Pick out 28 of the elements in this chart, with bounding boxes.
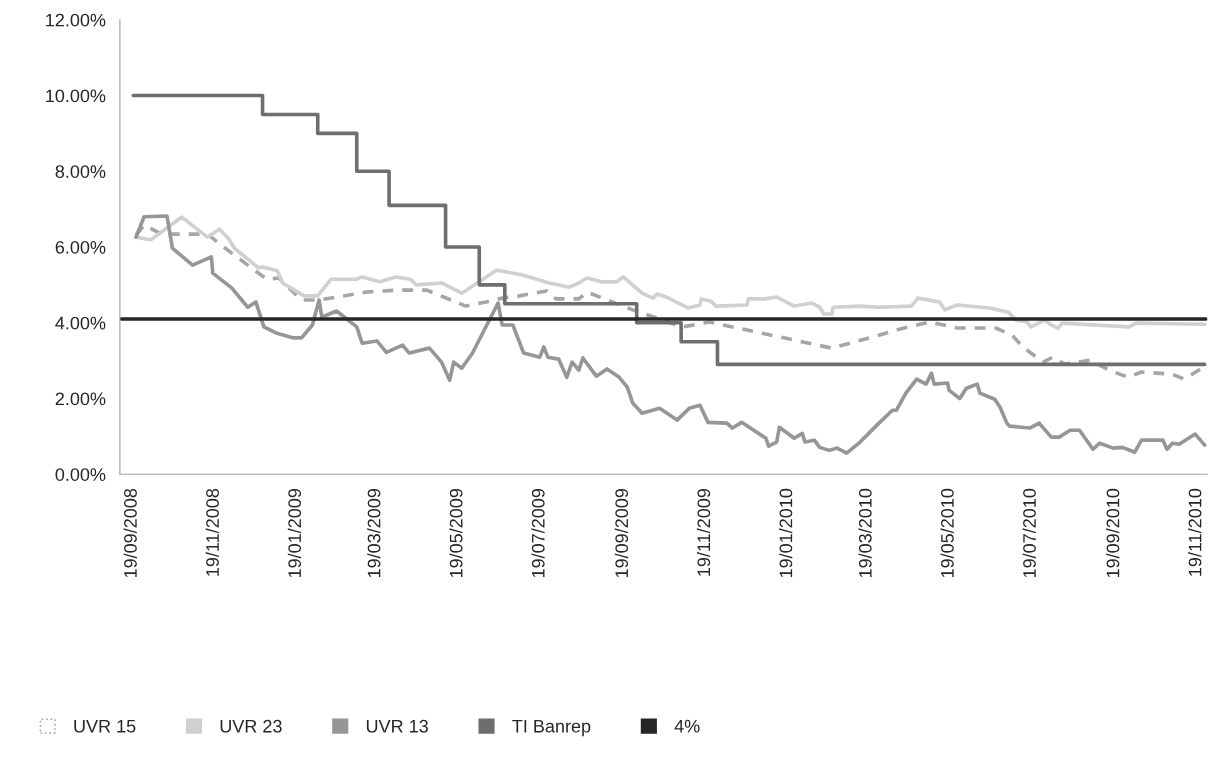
legend-label: UVR 15 xyxy=(74,719,136,733)
line-series xyxy=(134,215,1207,330)
x-tick-label: 19/03/2009 xyxy=(367,488,381,578)
x-tick-label: 19/01/2010 xyxy=(779,488,793,578)
x-tick-label: 19/01/2009 xyxy=(287,488,302,578)
y-tick-label: 2.00% xyxy=(55,392,106,406)
y-tick-label: 12.00% xyxy=(46,13,106,27)
x-tick-label: 19/03/2010 xyxy=(858,488,872,578)
legend-label: UVR 13 xyxy=(366,719,428,733)
legend-label: 4% xyxy=(674,719,700,733)
x-tick-label: 19/05/2009 xyxy=(449,488,463,578)
x-tick-label: 19/11/2009 xyxy=(696,488,711,576)
y-tick-label: 6.00% xyxy=(55,240,106,254)
x-tick-label: 19/05/2010 xyxy=(940,488,954,578)
y-tick-label: 4.00% xyxy=(55,316,106,330)
x-tick-label: 19/07/2009 xyxy=(531,488,545,578)
line-series xyxy=(134,214,1207,455)
y-tick-label: 0.00% xyxy=(55,468,106,481)
x-tick-label: 19/11/2008 xyxy=(205,488,219,576)
x-tick-label: 19/11/2010 xyxy=(1188,488,1202,576)
x-tick-label: 19/09/2008 xyxy=(123,488,137,578)
y-tick-label: 10.00% xyxy=(46,89,106,103)
x-tick-label: 19/09/2009 xyxy=(614,488,629,578)
legend-label: TI Banrep xyxy=(512,719,591,737)
legend-label: UVR 23 xyxy=(220,719,282,733)
x-tick-label: 19/09/2010 xyxy=(1106,488,1120,578)
x-tick-label: 19/07/2010 xyxy=(1022,488,1036,578)
y-tick-label: 8.00% xyxy=(55,165,106,178)
